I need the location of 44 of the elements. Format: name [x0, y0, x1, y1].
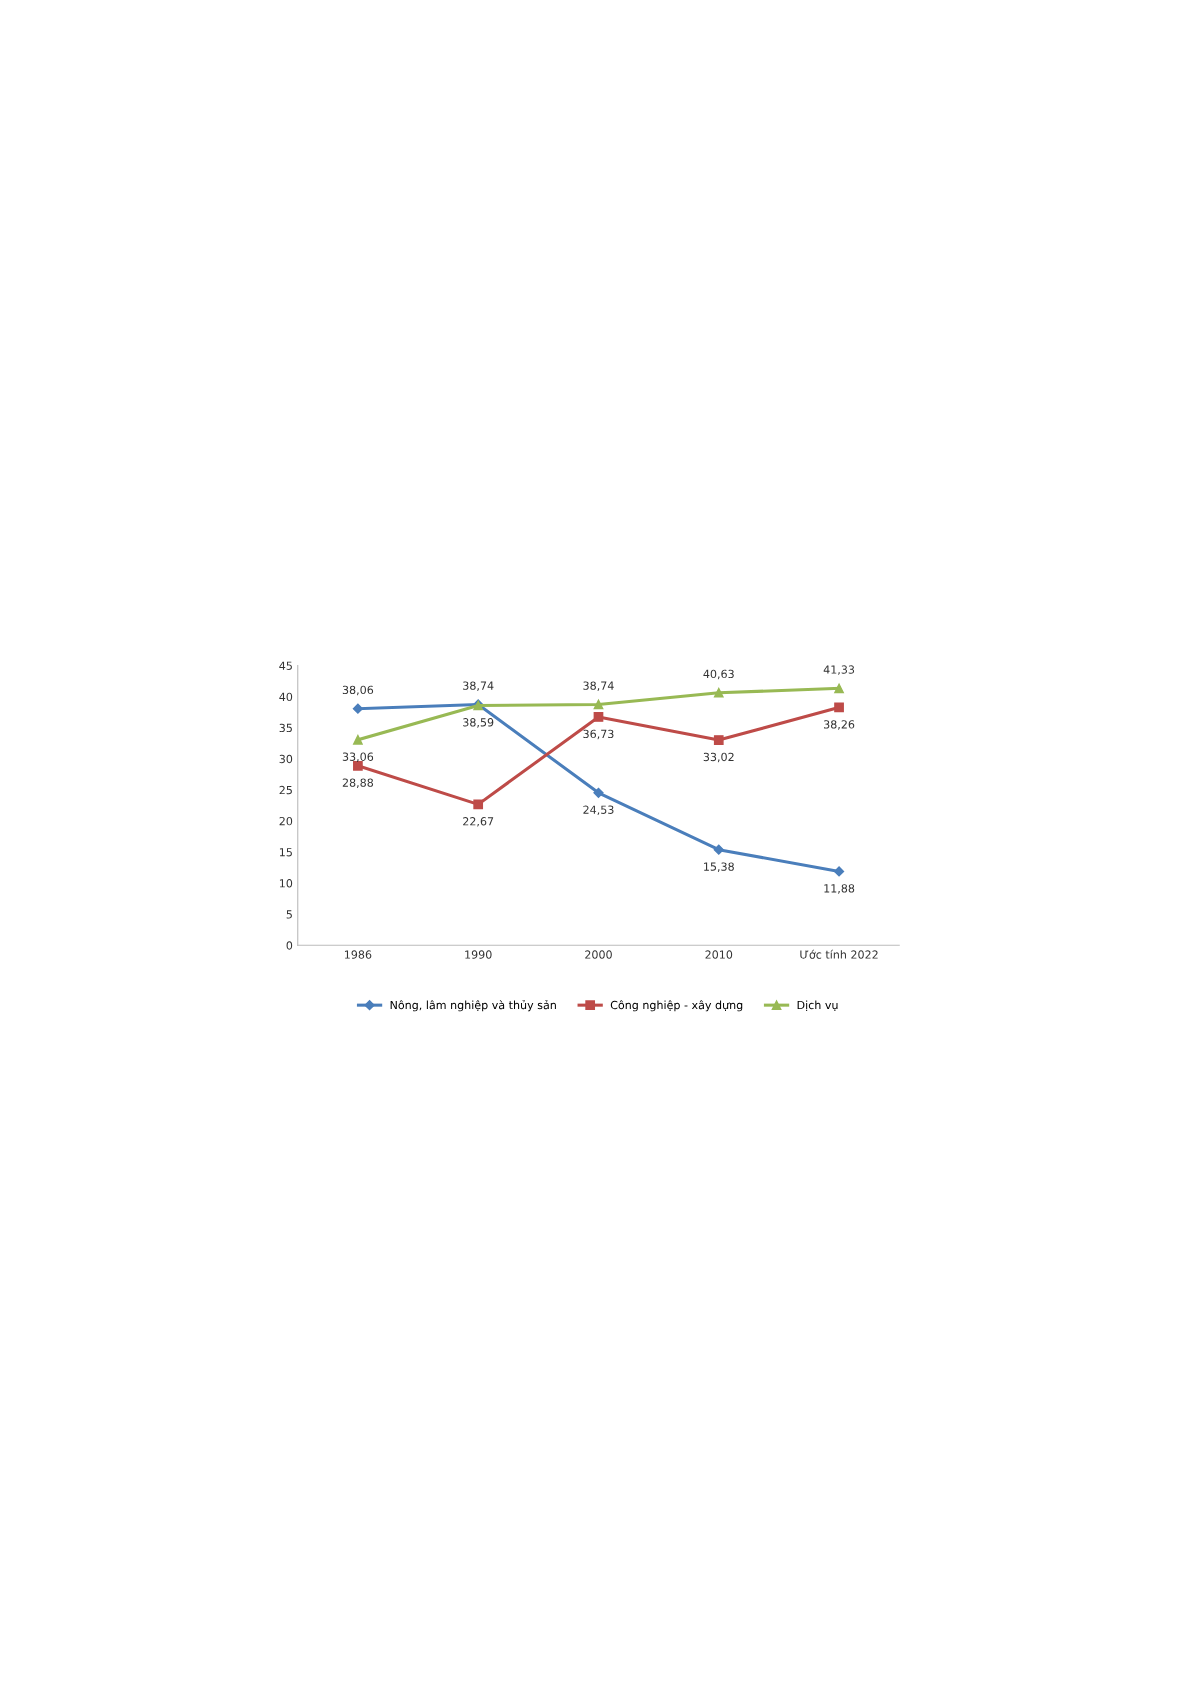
x-tick-label: 2010	[705, 950, 733, 959]
data-label: 40,63	[703, 669, 734, 680]
data-label: 33,06	[342, 752, 374, 763]
y-tick-label: 25	[279, 785, 292, 795]
data-label: 28,88	[342, 778, 374, 789]
data-label: 38,06	[342, 685, 374, 696]
y-tick-label: 0	[286, 941, 293, 950]
data-label: 24,53	[583, 805, 614, 816]
y-tick-label: 15	[279, 848, 292, 857]
x-tick-label: 1990	[465, 950, 492, 959]
point	[833, 866, 845, 877]
legend-label: Nông, lâm nghiệp và thủy sản	[390, 1000, 556, 1012]
data-label: 38,59	[463, 718, 494, 728]
data-label: 38,74	[463, 681, 494, 691]
point	[713, 844, 724, 855]
point	[834, 683, 844, 694]
x-tick-label: Ước tính 2022	[800, 949, 878, 959]
point	[834, 702, 844, 713]
data-label: 15,38	[704, 862, 734, 872]
data-label: 22,67	[463, 817, 494, 827]
point	[713, 687, 724, 698]
y-tick-label: 45	[279, 661, 292, 670]
y-tick-label: 35	[279, 723, 292, 733]
data-label: 41,33	[823, 665, 855, 675]
y-tick-label: 20	[279, 816, 293, 826]
legend-label: Công nghiệp - xây dựng	[610, 1000, 743, 1012]
point	[593, 712, 604, 722]
point	[593, 699, 604, 710]
x-tick-label: 1986	[344, 950, 372, 959]
x-tick-label: 2000	[585, 950, 612, 959]
point	[593, 787, 604, 798]
y-tick-label: 40	[279, 692, 293, 702]
y-tick-label: 30	[279, 754, 293, 764]
data-label: 38,74	[583, 681, 614, 691]
y-tick-label: 10	[279, 879, 293, 888]
y-tick-label: 5	[286, 910, 292, 919]
legend-label: Dịch vụ	[797, 1000, 838, 1012]
data-label: 33,02	[703, 752, 734, 763]
point	[713, 735, 724, 745]
data-label: 36,73	[583, 729, 614, 740]
point	[353, 734, 363, 745]
point	[473, 799, 484, 810]
data-label: 38,26	[824, 720, 855, 730]
data-label: 11,88	[824, 884, 855, 894]
